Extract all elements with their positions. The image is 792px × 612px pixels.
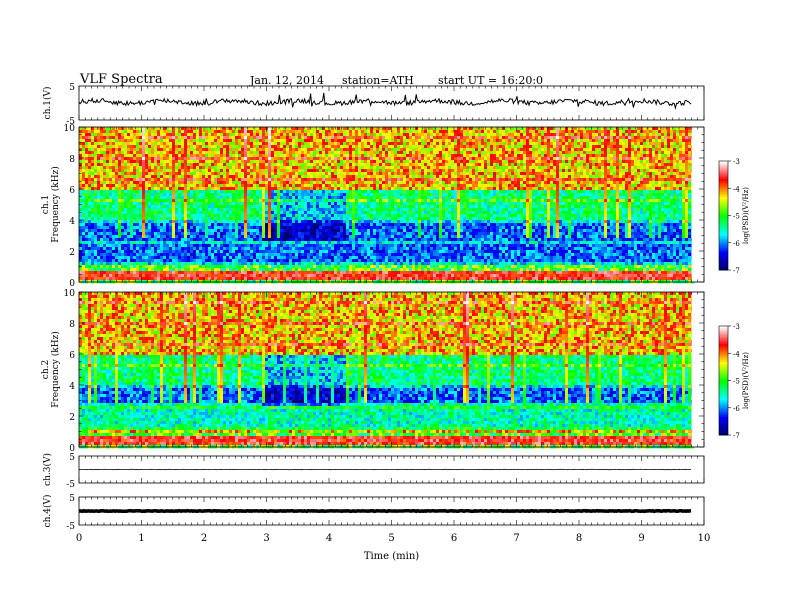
xtick-label-3: 3 <box>263 533 269 544</box>
colorbar-1-tick-1: -4 <box>733 185 740 193</box>
colorbar-1-label: log(PSD)(V²/Hz) <box>742 187 750 244</box>
ytick-label-4-1: -5 <box>66 522 75 532</box>
xtick-label-8: 8 <box>576 533 582 544</box>
ytick-label-1-1: 2 <box>69 248 75 258</box>
panel-label-3: ch.3(V) <box>42 453 53 486</box>
panel-label-0: ch.1(V) <box>42 87 53 120</box>
ytick-label-2-2: 4 <box>69 382 75 392</box>
ch1v-waveform <box>79 93 691 108</box>
ytick-label-3-1: -5 <box>66 480 75 490</box>
colorbar-2: -3 -4 -5 -6 -7 log(PSD)(V²/Hz) <box>719 323 750 440</box>
xtick-label-4: 4 <box>326 533 332 544</box>
colorbar-2-tick-0: -3 <box>733 323 740 331</box>
panel-label-4: ch.4(V) <box>42 495 53 528</box>
xtick-label-0: 0 <box>76 533 82 544</box>
ch4v-waveform <box>79 511 691 512</box>
colorbar-2-tick-1: -4 <box>733 350 740 358</box>
ch2-spectrogram <box>79 292 704 448</box>
ytick-label-2-5: 10 <box>64 289 76 299</box>
colorbar-1-tick-0: -3 <box>733 158 740 166</box>
xtick-label-7: 7 <box>513 533 519 544</box>
colorbar-1-tick-2: -5 <box>733 213 740 221</box>
frequency-axis-label-2: Frequency (kHz) <box>50 331 61 408</box>
ytick-label-2-1: 2 <box>69 413 75 423</box>
x-axis-label: Time (min) <box>364 551 419 562</box>
ytick-label-2-4: 8 <box>69 320 75 330</box>
xtick-label-5: 5 <box>388 533 394 544</box>
xtick-label-9: 9 <box>638 533 644 544</box>
ytick-label-1-4: 8 <box>69 155 75 165</box>
colorbar-1-tick-3: -6 <box>733 240 740 248</box>
colorbar-2-tick-2: -5 <box>733 378 740 386</box>
ch1-spectrogram <box>79 127 704 283</box>
ytick-label-1-5: 10 <box>64 124 76 134</box>
xtick-label-1: 1 <box>138 533 144 544</box>
colorbar-2-tick-3: -6 <box>733 405 740 413</box>
colorbar-1: -3 -4 -5 -6 -7 log(PSD)(V²/Hz) <box>719 158 750 275</box>
panel-label-2: ch.2 <box>41 360 51 379</box>
vlf-spectra-figure: 5-5ch.1(V)0246810ch.1 Frequency (kHz)0246… <box>0 0 792 612</box>
xtick-label-10: 10 <box>698 533 711 544</box>
ytick-label-0-0: 5 <box>69 83 75 93</box>
xtick-label-2: 2 <box>201 533 207 544</box>
frequency-axis-label-1: Frequency (kHz) <box>50 166 61 243</box>
colorbar-1-tick-4: -7 <box>733 267 740 275</box>
ytick-label-1-2: 4 <box>69 217 75 227</box>
colorbar-2-tick-4: -7 <box>733 432 740 440</box>
ytick-label-2-3: 6 <box>69 351 75 361</box>
xtick-label-6: 6 <box>451 533 457 544</box>
panel-label-1: ch.1 <box>41 195 51 214</box>
ytick-label-3-0: 5 <box>69 453 75 463</box>
ytick-label-4-0: 5 <box>69 494 75 504</box>
colorbar-2-label: log(PSD)(V²/Hz) <box>742 352 750 409</box>
ytick-label-1-0: 0 <box>69 279 75 289</box>
ytick-label-1-3: 6 <box>69 186 75 196</box>
